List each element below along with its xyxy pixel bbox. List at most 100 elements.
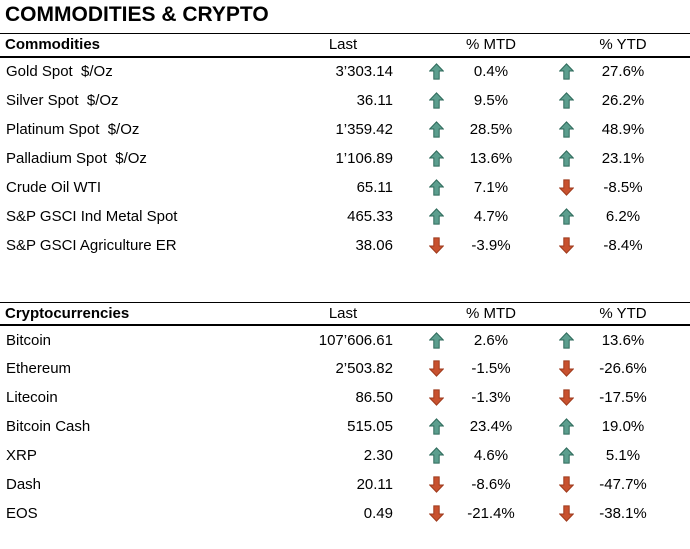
ytd-arrow-cell — [543, 354, 589, 383]
mtd-arrow-cell — [413, 57, 459, 86]
ytd-value: 23.1% — [601, 149, 645, 167]
down-arrow-icon — [558, 476, 574, 494]
mtd-value: -1.3% — [471, 389, 511, 406]
mtd-arrow-cell — [413, 499, 459, 528]
table-row: S&P GSCI Ind Metal Spot 465.33 4.7% 6.2% — [0, 202, 690, 231]
col-header-last: Last — [328, 36, 358, 54]
last-value: 1’106.89 — [335, 149, 393, 167]
up-arrow-icon — [428, 120, 444, 138]
mtd-value: 4.7% — [473, 207, 509, 225]
col-header-last: Last — [328, 304, 358, 322]
up-arrow-icon — [558, 63, 574, 80]
down-arrow-icon — [558, 360, 574, 378]
last-value: 0.49 — [363, 505, 393, 522]
down-arrow-icon — [428, 389, 444, 407]
col-header-ytd: % YTD — [599, 304, 647, 322]
mtd-arrow-cell — [413, 470, 459, 499]
ytd-arrow-cell — [543, 441, 589, 470]
table-row: Crude Oil WTI 65.11 7.1% -8.5% — [0, 173, 690, 202]
up-arrow-icon — [428, 91, 444, 109]
col-header-mtd: % MTD — [466, 36, 516, 54]
mtd-arrow-cell — [413, 202, 459, 231]
col-header-ytd: % YTD — [599, 36, 647, 54]
instrument-name: Crude Oil WTI — [6, 178, 102, 196]
table-row: Palladium Spot $/Oz 1’106.89 13.6% 23.1% — [0, 144, 690, 173]
last-value: 515.05 — [347, 418, 393, 435]
mtd-arrow-cell — [413, 325, 459, 354]
mtd-arrow-cell — [413, 354, 459, 383]
down-arrow-icon — [428, 476, 444, 494]
instrument-name: Silver Spot $/Oz — [6, 91, 119, 109]
mtd-value: 2.6% — [473, 331, 509, 349]
up-arrow-icon — [428, 331, 444, 349]
page-title: COMMODITIES & CRYPTO — [5, 3, 269, 26]
table-row: EOS 0.49 -21.4% -38.1% — [0, 499, 690, 528]
table-row: XRP 2.30 4.6% 5.1% — [0, 441, 690, 470]
table-header-row: Commodities Last % MTD % YTD — [0, 33, 690, 57]
ytd-value: 27.6% — [601, 63, 645, 80]
table-row: Platinum Spot $/Oz 1’359.42 28.5% 48.9% — [0, 115, 690, 144]
instrument-name: XRP — [6, 447, 37, 464]
cryptocurrencies-table: Cryptocurrencies Last % MTD % YTD Bitcoi… — [0, 302, 690, 529]
up-arrow-icon — [558, 149, 574, 167]
up-arrow-icon — [558, 418, 574, 435]
ytd-value: 13.6% — [601, 331, 645, 349]
last-value: 36.11 — [356, 91, 393, 109]
mtd-arrow-cell — [413, 231, 459, 260]
last-value: 2.30 — [363, 447, 393, 464]
table-row: Bitcoin 107’606.61 2.6% 13.6% — [0, 325, 690, 354]
ytd-value: 5.1% — [605, 447, 641, 464]
last-value: 86.50 — [355, 389, 393, 406]
up-arrow-icon — [558, 120, 574, 138]
instrument-name: Gold Spot $/Oz — [6, 63, 113, 80]
last-value: 38.06 — [355, 236, 393, 254]
mtd-arrow-cell — [413, 383, 459, 412]
instrument-name: Litecoin — [6, 389, 58, 406]
up-arrow-icon — [558, 331, 574, 349]
mtd-arrow-cell — [413, 412, 459, 441]
down-arrow-icon — [558, 179, 574, 196]
instrument-name: Bitcoin — [6, 331, 52, 349]
instrument-name: Dash — [6, 476, 42, 493]
ytd-value: 6.2% — [605, 207, 641, 225]
ytd-value: -38.1% — [599, 505, 647, 522]
ytd-arrow-cell — [543, 499, 589, 528]
mtd-value: -1.5% — [471, 360, 511, 377]
last-value: 465.33 — [347, 207, 393, 225]
table-row: Gold Spot $/Oz 3’303.14 0.4% 27.6% — [0, 57, 690, 86]
down-arrow-icon — [558, 505, 574, 523]
mtd-arrow-cell — [413, 441, 459, 470]
mtd-value: 0.4% — [473, 63, 509, 80]
table-row: S&P GSCI Agriculture ER 38.06 -3.9% -8.4… — [0, 231, 690, 260]
up-arrow-icon — [558, 207, 574, 225]
up-arrow-icon — [428, 207, 444, 225]
ytd-arrow-cell — [543, 202, 589, 231]
mtd-value: 23.4% — [469, 418, 513, 435]
instrument-name: Ethereum — [6, 360, 72, 377]
up-arrow-icon — [558, 447, 574, 464]
table-header-row: Cryptocurrencies Last % MTD % YTD — [0, 302, 690, 325]
instrument-name: S&P GSCI Ind Metal Spot — [6, 207, 178, 225]
last-value: 65.11 — [356, 178, 393, 196]
last-value: 107’606.61 — [318, 331, 393, 349]
up-arrow-icon — [428, 447, 444, 464]
mtd-value: 28.5% — [469, 120, 513, 138]
col-header-mtd: % MTD — [466, 304, 516, 322]
ytd-value: -26.6% — [599, 360, 647, 377]
down-arrow-icon — [428, 505, 444, 523]
last-value: 3’303.14 — [335, 63, 393, 80]
up-arrow-icon — [558, 91, 574, 109]
last-value: 20.11 — [356, 476, 393, 493]
down-arrow-icon — [428, 360, 444, 378]
up-arrow-icon — [428, 63, 444, 80]
ytd-value: -47.7% — [599, 476, 647, 493]
mtd-value: -8.6% — [471, 476, 511, 493]
up-arrow-icon — [428, 418, 444, 435]
ytd-arrow-cell — [543, 173, 589, 202]
ytd-value: 26.2% — [601, 91, 645, 109]
table-section-title: Commodities — [5, 36, 101, 54]
ytd-value: 48.9% — [601, 120, 645, 138]
ytd-arrow-cell — [543, 144, 589, 173]
mtd-arrow-cell — [413, 115, 459, 144]
table-row: Dash 20.11 -8.6% -47.7% — [0, 470, 690, 499]
